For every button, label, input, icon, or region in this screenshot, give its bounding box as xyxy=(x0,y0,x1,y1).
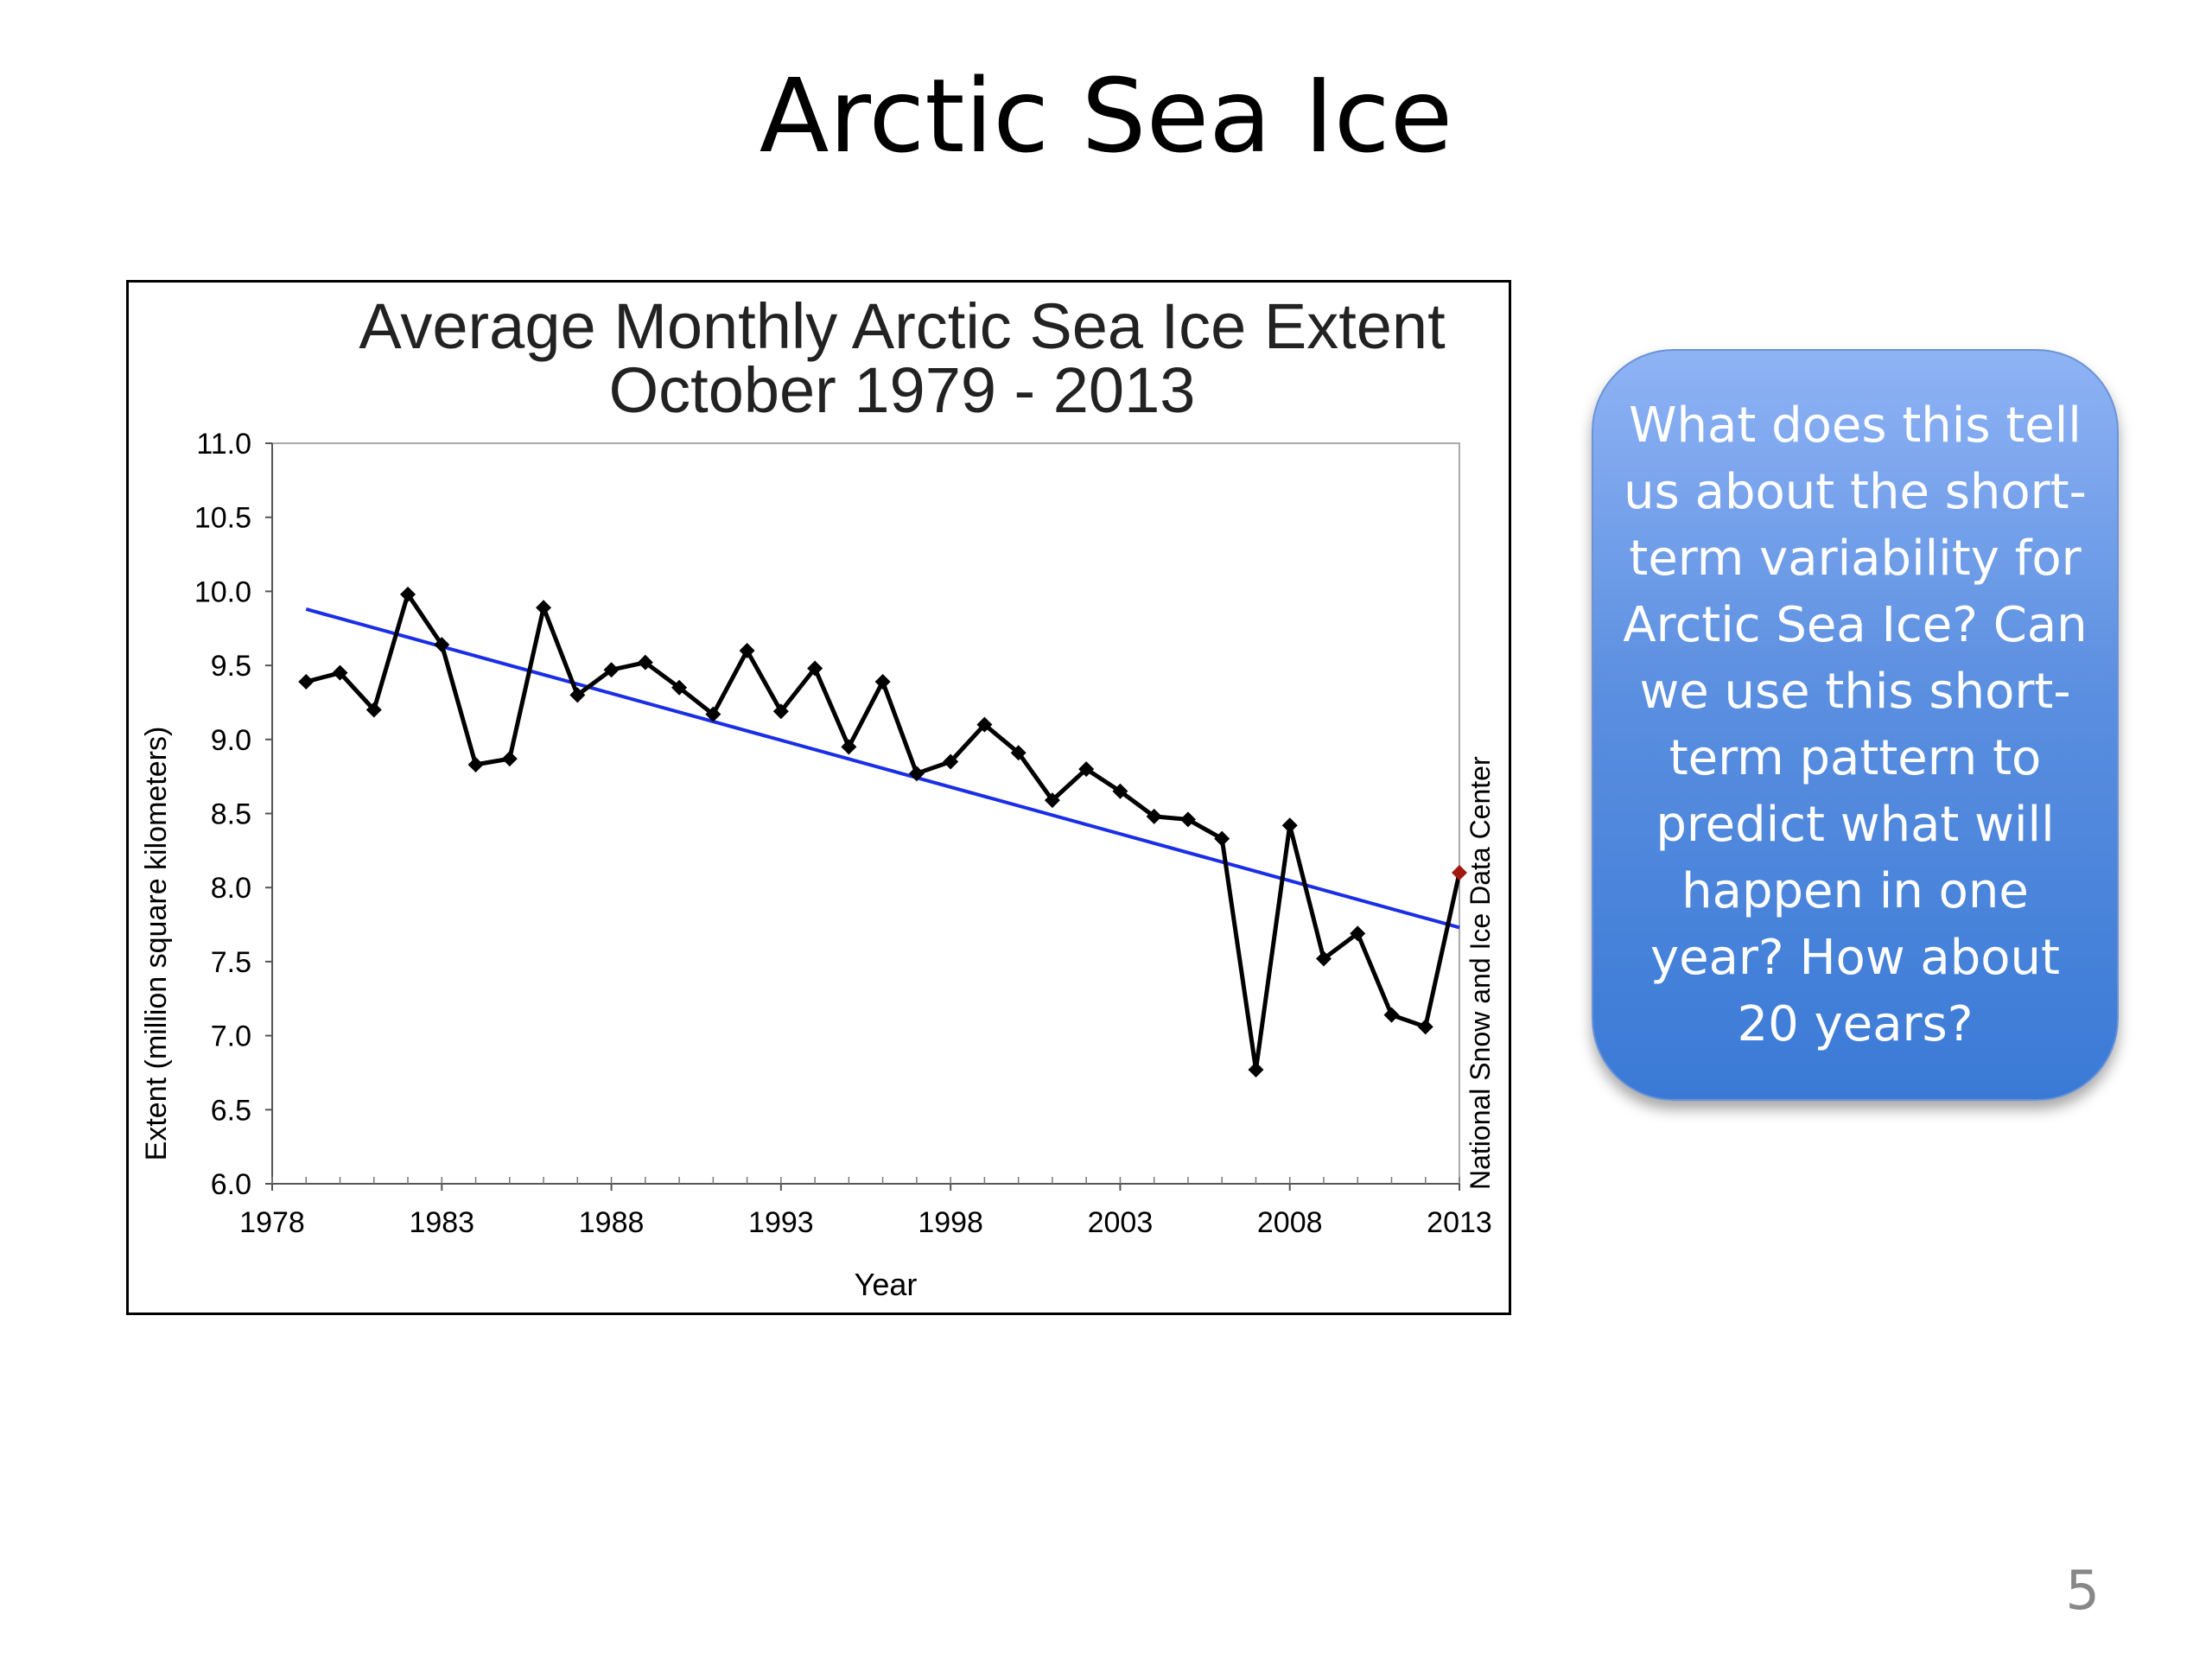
page-number: 5 xyxy=(2065,1559,2100,1622)
chart-frame: Average Monthly Arctic Sea Ice Extent Oc… xyxy=(126,280,1511,1315)
y-tick-label: 7.0 xyxy=(211,1020,251,1053)
data-point-marker xyxy=(943,753,959,770)
x-tick-label: 2003 xyxy=(1088,1206,1154,1239)
data-point-marker xyxy=(569,687,586,703)
data-point-marker xyxy=(1248,1062,1264,1078)
data-point-marker xyxy=(501,751,518,767)
data-point-marker xyxy=(1417,1019,1433,1035)
data-point-marker xyxy=(705,706,721,722)
data-point-marker xyxy=(1315,950,1332,967)
data-point-marker xyxy=(874,673,891,690)
extent-series-line xyxy=(305,592,1462,1072)
y-tick-label: 6.0 xyxy=(211,1168,251,1201)
y-axis-label: Extent (million square kilometers) xyxy=(140,727,173,1161)
highlight-point-marker xyxy=(1452,865,1467,881)
x-tick-label: 1998 xyxy=(918,1206,983,1239)
data-point-marker xyxy=(1383,1007,1400,1023)
x-tick-label: 2013 xyxy=(1427,1206,1492,1239)
data-point-marker xyxy=(1044,792,1060,809)
data-point-marker xyxy=(908,766,925,782)
data-point-marker xyxy=(772,703,789,720)
chart-title: Average Monthly Arctic Sea Ice Extent xyxy=(359,290,1446,362)
question-callout: What does this tell us about the short-t… xyxy=(1592,349,2119,1101)
data-point-marker xyxy=(332,664,348,681)
slide-title: Arctic Sea Ice xyxy=(759,56,1453,175)
data-point-marker xyxy=(603,662,620,678)
y-tick-label: 10.5 xyxy=(194,502,251,535)
plot-area-border xyxy=(271,442,1460,1185)
data-point-marker xyxy=(807,660,823,677)
x-tick-label: 1988 xyxy=(579,1206,645,1239)
data-point-marker xyxy=(637,654,653,671)
data-point-marker xyxy=(467,756,484,772)
x-tick-label: 1978 xyxy=(239,1206,305,1239)
data-point-marker xyxy=(976,716,993,733)
data-point-marker xyxy=(400,586,416,602)
x-axis-label: Year xyxy=(855,1267,918,1302)
chart-subtitle: October 1979 - 2013 xyxy=(609,354,1196,426)
callout-text: What does this tell us about the short-t… xyxy=(1623,397,2088,1052)
y-tick-label: 9.0 xyxy=(211,724,251,757)
data-point-marker xyxy=(1010,745,1027,761)
data-point-marker xyxy=(1146,808,1162,824)
y-tick-label: 6.5 xyxy=(211,1094,251,1127)
y-tick-label: 10.0 xyxy=(194,575,251,608)
data-point-marker xyxy=(1112,783,1128,799)
x-tick-label: 1993 xyxy=(748,1206,814,1239)
data-point-marker xyxy=(1281,817,1298,834)
data-point-marker xyxy=(671,679,688,696)
data-point-marker xyxy=(1350,925,1366,942)
x-tick-label: 1983 xyxy=(409,1206,474,1239)
data-point-marker xyxy=(298,673,315,690)
y-tick-label: 9.5 xyxy=(211,650,251,683)
source-credit: National Snow and Ice Data Center xyxy=(1465,756,1496,1190)
data-point-marker xyxy=(841,739,857,755)
y-tick-label: 8.0 xyxy=(211,872,251,905)
x-tick-label: 2008 xyxy=(1257,1206,1323,1239)
line-chart: Average Monthly Arctic Sea Ice Extent Oc… xyxy=(140,290,1496,1302)
y-tick-label: 7.5 xyxy=(211,946,251,979)
data-point-marker xyxy=(365,702,382,718)
data-point-marker xyxy=(536,600,552,616)
data-point-marker xyxy=(1214,830,1230,847)
data-point-marker xyxy=(1078,761,1095,778)
y-tick-label: 8.5 xyxy=(211,798,251,831)
y-tick-label: 11.0 xyxy=(196,428,251,461)
data-point-marker xyxy=(434,637,450,653)
data-point-marker xyxy=(1179,811,1196,828)
data-point-marker xyxy=(739,642,755,658)
trend-line xyxy=(305,607,1460,930)
